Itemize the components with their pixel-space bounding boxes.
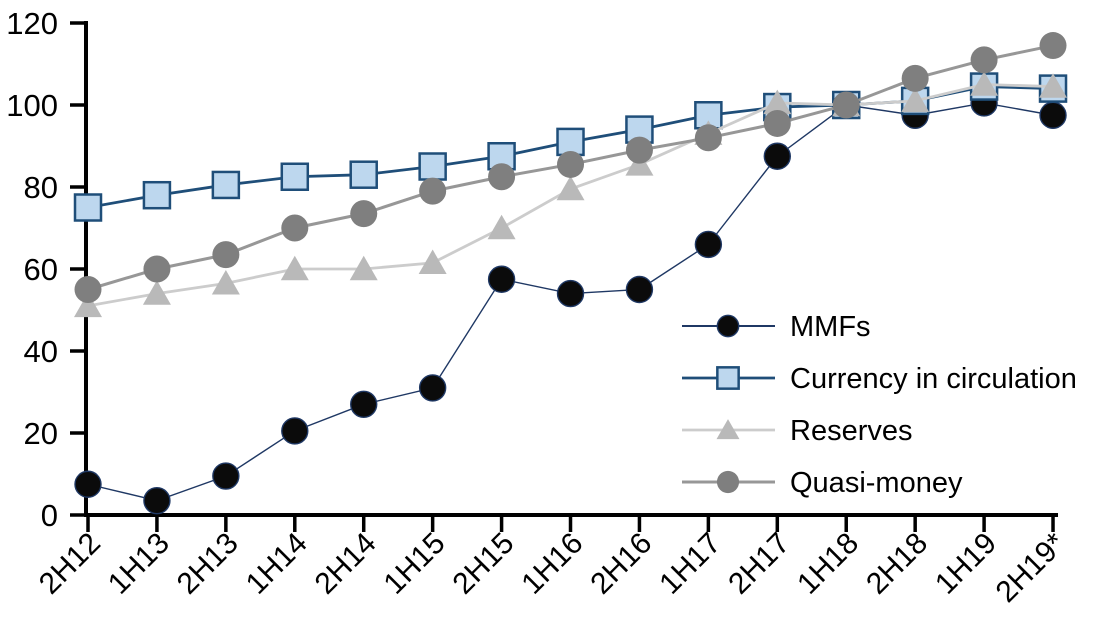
data-point-currency-in-circulation	[211, 170, 241, 200]
x-axis-tick-label: 2H15	[446, 527, 520, 601]
data-point-mmfs	[625, 275, 654, 304]
data-point-reserves	[142, 280, 171, 305]
data-point-mmfs	[694, 230, 723, 259]
data-point-reserves	[970, 71, 999, 96]
legend-label-currency-in-circulation: Currency in circulation	[790, 363, 1077, 395]
legend-marker-quasi-money	[716, 470, 740, 494]
x-axis-tick-label: 1H15	[378, 527, 452, 601]
data-point-quasi-money	[832, 91, 860, 119]
x-axis-tick-label: 2H18	[860, 527, 934, 601]
legend-marker-reserves	[716, 419, 740, 440]
y-axis-tick-label: 40	[24, 334, 58, 369]
data-point-quasi-money	[281, 214, 309, 242]
x-axis-tick-label: 1H18	[791, 527, 865, 601]
y-axis-tick-label: 0	[41, 498, 58, 533]
legend-label-quasi-money: Quasi-money	[790, 467, 963, 499]
data-point-reserves	[487, 214, 516, 240]
data-point-reserves	[211, 270, 240, 295]
data-point-mmfs	[1039, 101, 1067, 129]
data-point-reserves	[280, 255, 309, 281]
data-point-quasi-money	[74, 276, 102, 303]
data-point-reserves	[349, 255, 378, 281]
data-point-reserves	[74, 292, 102, 318]
data-point-quasi-money	[557, 150, 585, 178]
data-point-quasi-money	[1039, 32, 1067, 60]
data-point-mmfs	[143, 486, 171, 515]
data-point-reserves	[901, 87, 930, 113]
data-point-quasi-money	[488, 163, 516, 191]
y-axis-tick-label: 20	[24, 416, 58, 451]
x-axis-tick-label: 2H17	[722, 527, 796, 601]
data-point-reserves	[556, 175, 585, 201]
data-point-quasi-money	[901, 64, 929, 92]
data-point-currency-in-circulation	[418, 152, 447, 181]
x-axis-tick-label: 1H19	[929, 527, 1003, 601]
x-axis-tick-label: 1H17	[653, 527, 727, 601]
data-point-currency-in-circulation	[556, 127, 585, 157]
data-point-currency-in-circulation	[142, 180, 172, 210]
y-axis-tick-label: 60	[24, 252, 58, 287]
data-point-reserves	[1039, 73, 1068, 98]
data-point-quasi-money	[970, 46, 998, 74]
data-point-mmfs	[418, 374, 447, 402]
data-point-mmfs	[74, 470, 102, 498]
x-axis-tick-label: 1H16	[515, 527, 589, 601]
data-point-mmfs	[350, 390, 378, 418]
data-point-mmfs	[487, 265, 516, 293]
data-point-quasi-money	[212, 241, 240, 269]
data-point-quasi-money	[694, 124, 722, 152]
x-axis-tick-label: 2H16	[584, 527, 658, 601]
y-axis-tick-label: 100	[6, 88, 58, 123]
data-point-currency-in-circulation	[349, 160, 378, 189]
legend-label-reserves: Reserves	[790, 415, 913, 447]
data-point-quasi-money	[419, 177, 447, 205]
data-point-currency-in-circulation	[280, 162, 310, 191]
y-axis-tick-label: 80	[24, 170, 58, 205]
data-point-mmfs	[556, 279, 585, 308]
data-point-quasi-money	[143, 255, 171, 283]
x-axis-tick-label: 2H14	[309, 527, 383, 601]
legend-marker-mmfs	[716, 314, 740, 338]
x-axis-tick-label: 2H12	[33, 527, 107, 601]
data-point-mmfs	[212, 462, 240, 490]
x-axis-tick-label: 1H13	[102, 527, 176, 601]
data-point-quasi-money	[625, 136, 653, 164]
data-point-reserves	[418, 249, 447, 275]
data-point-mmfs	[281, 417, 309, 445]
data-point-quasi-money	[763, 109, 791, 137]
y-axis-tick-label: 120	[6, 6, 58, 41]
data-point-reserves	[763, 89, 792, 115]
legend-label-mmfs: MMFs	[790, 311, 871, 343]
legend-marker-currency-in-circulation	[716, 366, 740, 390]
x-axis-tick-label: 2H19*	[990, 526, 1073, 609]
data-point-quasi-money	[350, 200, 378, 228]
data-point-currency-in-circulation	[73, 193, 103, 222]
x-axis-tick-label: 2H13	[171, 527, 245, 601]
x-axis-tick-label: 1H14	[240, 527, 314, 601]
data-point-mmfs	[763, 142, 791, 170]
